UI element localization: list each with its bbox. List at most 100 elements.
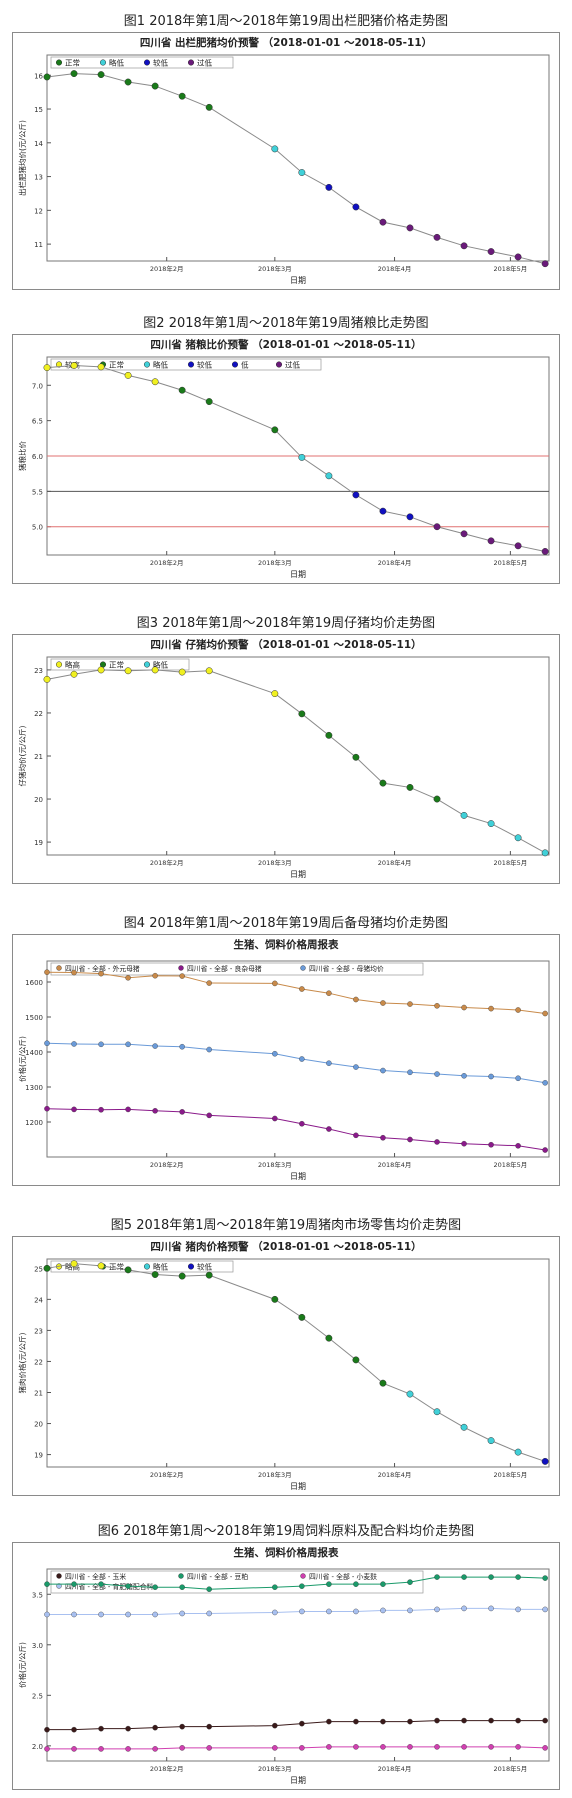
y-tick-label: 1200 [25,1119,43,1127]
pig-price-chart: 四川省 出栏肥猪均价预警 （2018-01-01 ～2018-05-11） 11 1… [17,36,550,285]
data-point [515,1744,521,1750]
data-point [407,1136,413,1143]
y-axis-label: 仔猪均价(元/公斤) [17,725,27,786]
data-point [179,1043,185,1050]
data-point [178,1272,186,1280]
data-point [407,1744,413,1750]
series-line [47,1746,546,1750]
x-tick-label: 2018年4月 [378,264,412,273]
y-tick-label: 3.0 [32,1642,43,1650]
series-line [47,1576,546,1590]
data-point [515,1606,521,1613]
data-point [433,523,441,531]
data-point [325,731,333,739]
y-tick-label: 20 [34,1421,43,1429]
data-point [98,1611,104,1618]
legend-label: 略低 [153,660,168,670]
data-point [326,1744,332,1750]
data-point [434,1003,440,1009]
legend-marker [55,59,63,66]
figure-caption: 图4 2018年第1周～2018年第19周后备母猪均价走势图 [123,916,449,931]
series-line [46,73,546,265]
data-point [407,1579,413,1585]
data-point [434,1606,440,1613]
data-point [325,472,333,480]
legend-label: 四川省 - 全部 - 小麦麸 [309,1572,377,1581]
data-point [206,1046,212,1053]
data-point [514,542,522,550]
data-point [206,1586,212,1592]
data-point [299,1120,305,1127]
data-point [272,1745,278,1751]
data-point [352,1356,360,1364]
data-point [488,1605,494,1612]
series-line [46,971,546,1014]
data-point [434,1139,440,1145]
x-axis-label: 日期 [290,870,306,879]
series-line [46,669,546,854]
data-point [125,1106,131,1113]
data-point [271,426,279,434]
data-point [299,1056,305,1062]
data-point [542,1080,548,1086]
y-tick-label: 1300 [25,1084,43,1092]
x-axis-label: 日期 [290,1776,306,1785]
y-tick-label: 1600 [25,979,43,987]
data-point [487,1437,495,1445]
data-point [71,1581,77,1587]
chart-title: 生猪、饲料价格周报表 [234,1546,339,1559]
data-point [71,969,77,976]
chart-frame: 四川省 出栏肥猪均价预警 （2018-01-01 ～2018-05-11） 11 1… [12,32,560,290]
legend-marker [143,661,151,668]
legend-label: 过低 [285,360,300,370]
y-tick-label: 1500 [25,1014,43,1022]
legend-label: 四川省 - 全部 - 育肥猪配合料 [65,1582,154,1591]
data-point [97,1262,105,1270]
y-tick-label: 23 [34,667,43,675]
data-point [406,513,414,521]
y-tick-label: 19 [34,839,43,847]
data-point [272,1609,278,1616]
legend-label: 略低 [153,360,168,370]
legend-marker [56,1583,62,1589]
data-point [541,1457,549,1465]
data-point [407,1607,413,1614]
legend-marker [231,361,239,368]
data-point [542,1745,548,1751]
chart-title: 四川省 出栏肥猪均价预警 （2018-01-01 ～2018-05-11） [140,36,432,49]
data-point [433,233,441,241]
data-point [179,1723,185,1730]
y-tick-label: 22 [34,1358,43,1366]
legend-marker [55,661,63,668]
legend-marker [275,361,283,368]
x-tick-label: 2018年5月 [494,558,528,567]
legend-box [50,358,322,371]
data-point [406,1390,414,1398]
legend: 四川省 - 全部 - 玉米 四川省 - 全部 - 豆粕 四川省 - 全部 - 小麦麸… [50,1570,424,1594]
data-point [487,537,495,545]
data-point [488,1574,494,1580]
y-tick-label: 2.5 [32,1692,43,1700]
x-tick-label: 2018年2月 [150,1470,184,1479]
legend-box [50,1570,424,1594]
legend-marker [178,1573,184,1579]
data-point [542,1010,548,1017]
figure-caption: 图1 2018年第1周～2018年第19周出栏肥猪价格走势图 [123,14,449,29]
legend-label: 较低 [197,1262,212,1272]
legend-marker [187,1263,195,1270]
x-axis-label: 日期 [290,276,306,285]
legend-box [50,658,190,671]
y-tick-label: 5.0 [32,524,43,532]
y-tick-label: 14 [34,140,43,148]
legend-marker [187,361,195,368]
legend-box [50,962,424,976]
legend-marker [99,661,107,668]
data-point [205,1271,213,1279]
data-point [271,1295,279,1303]
data-point [541,849,549,857]
legend: 略高 正常 略低 [50,658,190,671]
data-point [70,70,78,78]
data-point [461,1717,467,1724]
data-point [380,1744,386,1750]
data-point [271,690,279,698]
